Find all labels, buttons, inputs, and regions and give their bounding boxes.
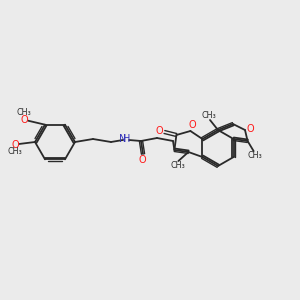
Text: CH₃: CH₃ xyxy=(16,108,32,117)
Text: O: O xyxy=(189,120,196,130)
Text: CH₃: CH₃ xyxy=(247,152,262,160)
Text: O: O xyxy=(246,124,254,134)
Text: CH₃: CH₃ xyxy=(170,161,185,170)
Text: N: N xyxy=(119,134,127,144)
Text: CH₃: CH₃ xyxy=(8,148,22,157)
Text: O: O xyxy=(20,115,28,125)
Text: O: O xyxy=(11,140,19,150)
Text: O: O xyxy=(138,155,146,165)
Text: H: H xyxy=(123,134,131,144)
Text: CH₃: CH₃ xyxy=(202,110,216,119)
Text: O: O xyxy=(156,126,163,136)
